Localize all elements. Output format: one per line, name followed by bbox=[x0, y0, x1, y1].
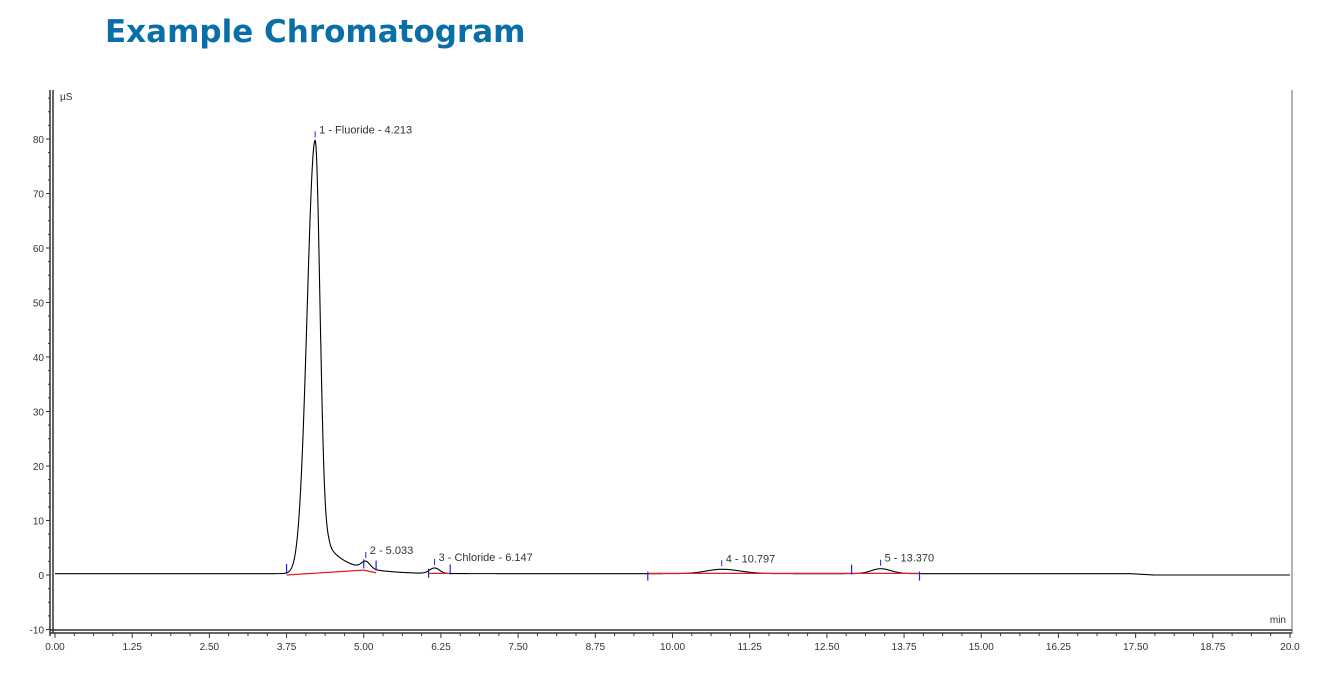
x-tick-label: 16.25 bbox=[1046, 642, 1071, 653]
x-tick-label: 20.0 bbox=[1280, 642, 1300, 653]
y-tick-label: 60 bbox=[33, 244, 45, 255]
integration-baseline bbox=[363, 569, 377, 574]
y-tick-label: -10 bbox=[30, 626, 45, 637]
x-tick-label: 0.00 bbox=[45, 642, 65, 653]
x-tick-label: 17.50 bbox=[1123, 642, 1148, 653]
x-tick-label: 10.00 bbox=[660, 642, 685, 653]
y-tick-label: 30 bbox=[33, 408, 45, 419]
x-tick-label: 2.50 bbox=[200, 642, 220, 653]
x-tick-label: 1.25 bbox=[122, 642, 142, 653]
x-tick-label: 6.25 bbox=[431, 642, 451, 653]
peak-label-5: 5 - 13.370 bbox=[885, 553, 935, 565]
y-tick-label: 10 bbox=[33, 517, 45, 528]
y-tick-label: 70 bbox=[33, 190, 45, 201]
peak-label-4: 4 - 10.797 bbox=[726, 553, 776, 565]
x-tick-label: 13.75 bbox=[892, 642, 917, 653]
peak-label-1: 1 - Fluoride - 4.213 bbox=[319, 124, 412, 136]
peak-label-3: 3 - Chloride - 6.147 bbox=[439, 552, 533, 564]
x-tick-label: 12.50 bbox=[814, 642, 839, 653]
integration-baseline bbox=[286, 569, 364, 576]
chart-title: Example Chromatogram bbox=[105, 14, 526, 50]
y-tick-label: 80 bbox=[33, 135, 45, 146]
y-axis-label: µS bbox=[60, 92, 73, 103]
x-tick-label: 11.25 bbox=[738, 642, 763, 653]
x-tick-label: 15.00 bbox=[969, 642, 994, 653]
x-tick-label: 18.75 bbox=[1200, 642, 1225, 653]
y-tick-label: 20 bbox=[33, 462, 45, 473]
y-tick-label: 50 bbox=[33, 299, 45, 310]
chromatogram-trace bbox=[55, 139, 1290, 576]
peak-label-2: 2 - 5.033 bbox=[370, 545, 413, 557]
x-tick-label: 5.00 bbox=[354, 642, 374, 653]
x-axis-label: min bbox=[1270, 615, 1286, 626]
x-tick-label: 8.75 bbox=[586, 642, 606, 653]
x-tick-label: 7.50 bbox=[508, 642, 528, 653]
y-tick-label: 0 bbox=[38, 571, 44, 582]
y-tick-label: 40 bbox=[33, 353, 45, 364]
x-tick-label: 3.75 bbox=[277, 642, 297, 653]
